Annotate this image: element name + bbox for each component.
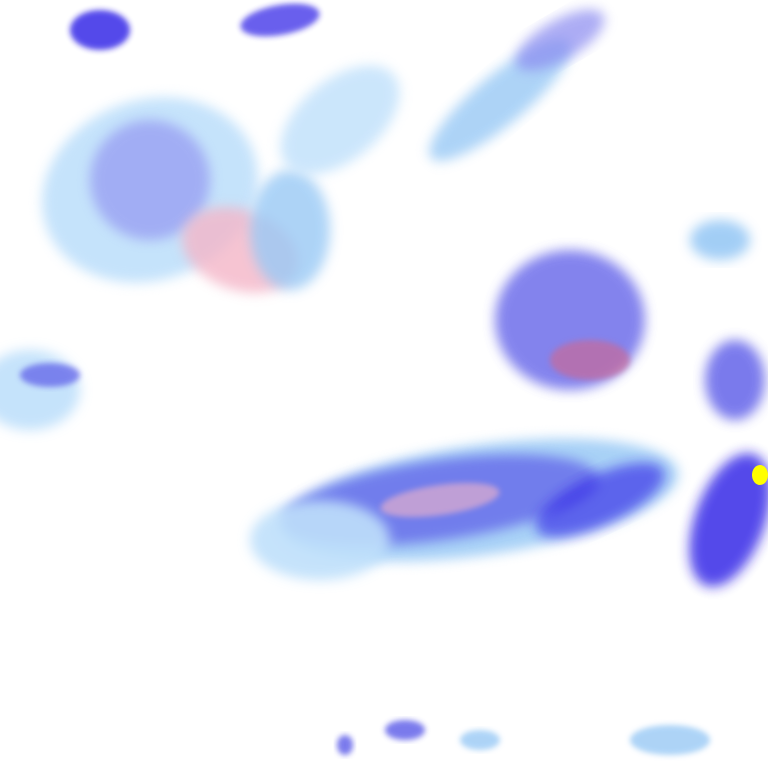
precipitation-cell	[689, 453, 768, 587]
precipitation-cell	[380, 482, 500, 518]
precipitation-cell	[20, 363, 80, 387]
precipitation-cell	[752, 465, 768, 485]
precipitation-cell	[515, 9, 605, 71]
precipitation-cell	[0, 350, 80, 430]
precipitation-cell	[70, 10, 130, 50]
precipitation-cell	[385, 720, 425, 740]
precipitation-cell	[337, 735, 353, 755]
precipitation-cell	[630, 725, 710, 755]
precipitation-cell	[240, 3, 320, 37]
precipitation-cell	[535, 462, 665, 538]
precipitation-cell	[250, 170, 330, 290]
precipitation-cell	[90, 120, 210, 240]
precipitation-cell	[705, 340, 765, 420]
precipitation-cell	[460, 730, 500, 750]
precipitation-cell	[690, 220, 750, 260]
precipitation-cell	[280, 65, 400, 175]
precipitation-cell	[250, 500, 390, 580]
precipitation-cell	[550, 340, 630, 380]
